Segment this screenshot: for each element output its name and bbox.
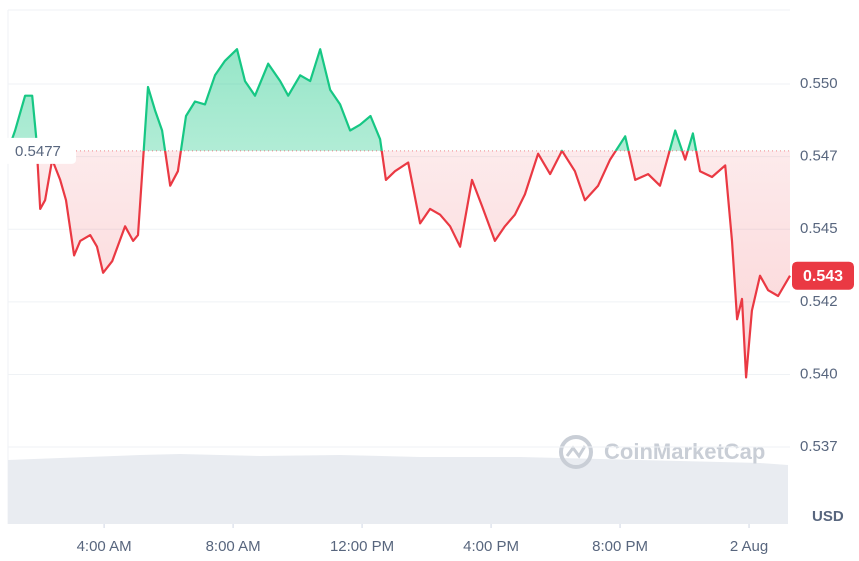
y-tick-label: 0.537 — [800, 438, 838, 455]
watermark: CoinMarketCap — [559, 435, 765, 469]
price-line-up — [6, 48, 698, 151]
volume-area — [8, 454, 788, 524]
baseline-tag-box — [4, 137, 76, 164]
x-tick-label: 8:00 AM — [206, 538, 261, 555]
y-tick-label: 0.547 — [800, 148, 838, 165]
watermark-text: CoinMarketCap — [604, 439, 765, 464]
y-tick-label: 0.542 — [800, 293, 838, 310]
price-line-down — [8, 150, 791, 379]
y-tick-label: 0.545 — [800, 220, 838, 237]
x-tick-label: 2 Aug — [730, 538, 768, 555]
watermark-logo-mark — [565, 445, 587, 459]
y-axis-label: USD — [812, 508, 844, 525]
x-tick-label: 12:00 PM — [330, 538, 394, 555]
x-tick-label: 4:00 AM — [77, 538, 132, 555]
price-tag: 0.543 — [803, 268, 843, 285]
area-down — [8, 150, 790, 378]
x-tick-label: 4:00 PM — [463, 538, 519, 555]
x-tick-label: 8:00 PM — [592, 538, 648, 555]
watermark-logo — [559, 435, 593, 469]
y-tick-label: 0.550 — [800, 75, 838, 92]
y-tick-label: 0.540 — [800, 365, 838, 382]
baseline-tag: 0.5477 — [15, 143, 61, 160]
price-tag-box — [792, 261, 854, 290]
